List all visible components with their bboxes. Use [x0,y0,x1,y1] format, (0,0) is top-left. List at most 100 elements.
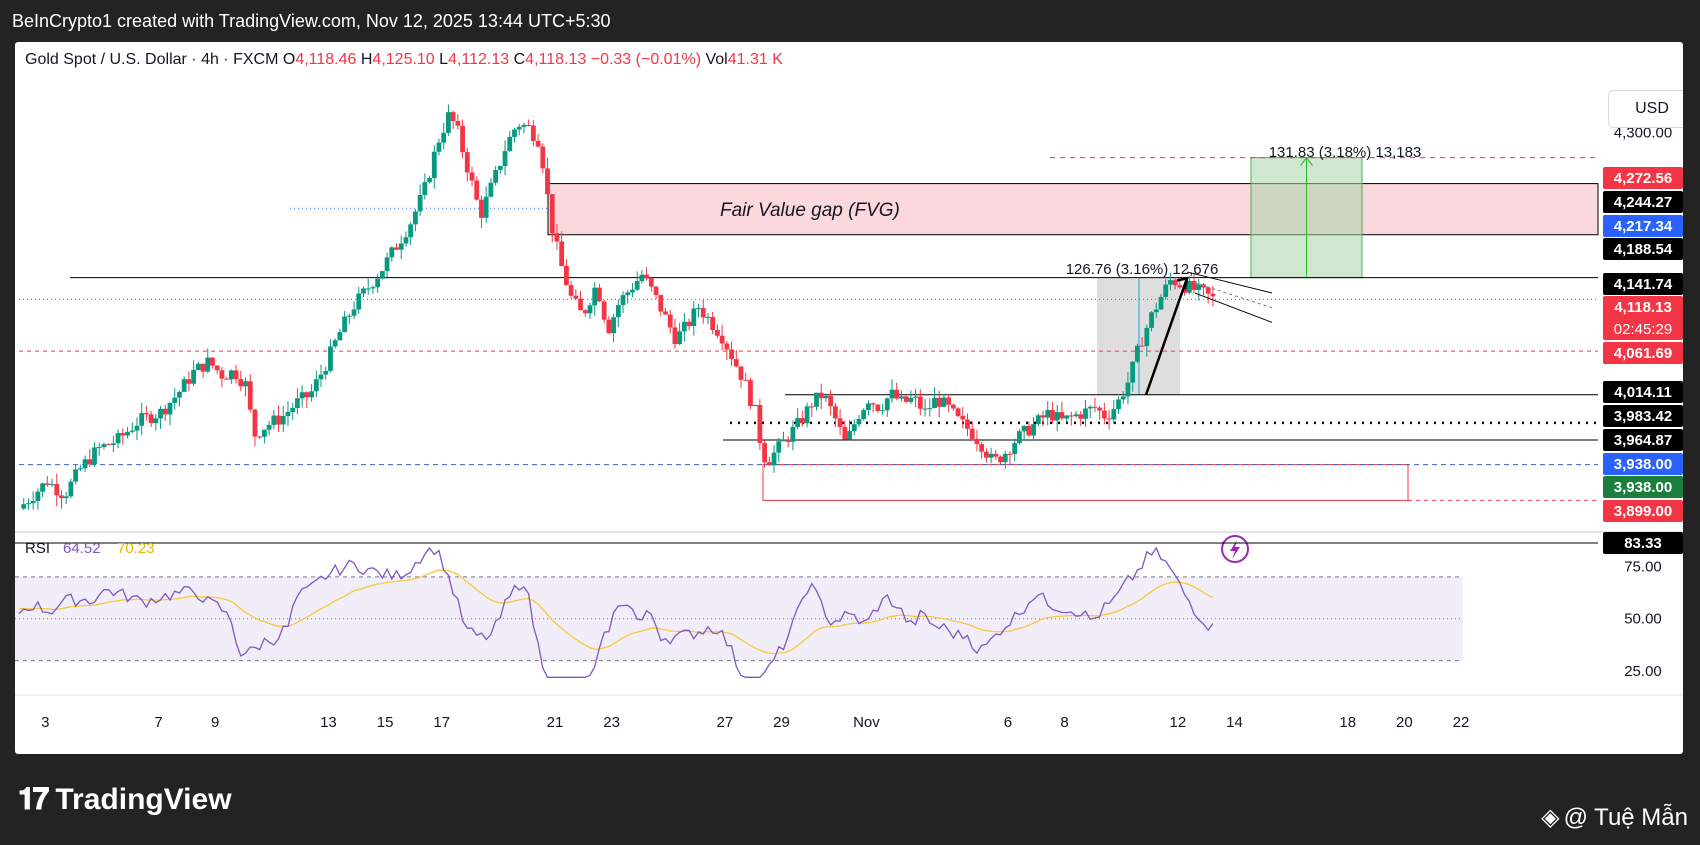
candle-body [965,419,970,429]
candle [431,145,437,189]
candle-body [474,180,480,200]
candle-body [49,484,55,486]
candle-body [285,412,291,416]
candle-body [1168,280,1173,285]
candle [346,313,352,324]
candle-body [276,415,281,425]
candle-body [422,182,428,195]
candle [1083,399,1088,427]
candle-body [295,398,300,409]
candle [200,363,206,378]
candle-body [1078,414,1084,419]
candle-body [483,196,489,218]
candle-body [507,136,513,152]
candle-body [592,287,598,306]
candle-body [96,447,102,449]
candle-body [597,287,602,302]
candle-body [488,182,494,197]
tradingview-logo[interactable]: 𝟏𝟕 TradingView [18,783,232,817]
candle-body [1068,415,1074,417]
candle-body [903,396,909,402]
candle-body [969,428,975,439]
fvg-label: Fair Value gap (FVG) [720,200,900,221]
candle [507,130,513,152]
rally-trend-line [1144,277,1189,396]
x-tick-label: 8 [1060,714,1068,731]
candle-body [346,315,352,317]
candle [375,274,381,293]
candle [1120,391,1126,404]
candle-body [493,169,499,183]
candle-body [1158,297,1164,310]
legend-high: 4,125.10 [372,51,439,68]
candle [1158,293,1164,311]
chart-panel[interactable]: Fair Value gap (FVG) 131.83 (3.18%) 13,1… [15,42,1683,754]
candle-body [1205,287,1211,294]
candle-body [1177,285,1183,288]
candle-body [1045,409,1051,418]
candle [299,385,305,408]
candle-body [195,363,201,370]
candle [96,442,102,456]
candle [186,371,192,392]
candle [847,420,852,441]
target-arrowhead [1300,156,1313,166]
candle-body [63,496,69,499]
candle [936,390,942,418]
candle [63,491,69,505]
candle-body [573,295,579,299]
candle [705,313,711,325]
candle [474,176,480,201]
price-label-text: 4,244.27 [1614,194,1672,211]
rsi-legend-label: RSI [25,540,50,557]
diamond-icon: ◈ [1541,804,1560,831]
candle-body [913,396,919,398]
candle [592,281,598,316]
candle-body [469,172,475,181]
candle [837,409,843,436]
candle-body [87,459,93,465]
candle [630,282,635,298]
candle-body [1050,409,1055,421]
candle-body [634,280,640,290]
candle [653,285,659,300]
price-label-bg [1603,476,1683,498]
chart-svg[interactable]: Fair Value gap (FVG) 131.83 (3.18%) 13,1… [15,42,1683,754]
candle [771,444,777,473]
price-label-text: 3,964.87 [1614,432,1672,449]
candle-body [313,379,319,392]
candle-body [639,274,645,281]
candle [1163,279,1169,300]
price-label: 4,244.27 [1603,191,1683,213]
y-tick-4300: 4,300.00 [1614,124,1672,141]
candle-body [615,305,621,318]
candle-body [946,397,952,405]
candle [776,437,782,463]
candle-body [1163,284,1169,298]
price-label-text: 4,272.56 [1614,170,1672,187]
currency-button[interactable]: USD [1608,90,1683,128]
legend-symbol: Gold Spot / U.S. Dollar · 4h · FXCM [25,51,283,68]
price-label-text: 4,188.54 [1614,241,1673,258]
fvg-zone [547,183,1599,236]
candle [983,448,989,463]
candle [1068,411,1074,426]
candle [469,166,475,187]
candle [233,365,239,384]
rsi-level-label-bg [1603,532,1683,554]
candle [648,277,654,292]
candle [804,402,810,428]
candle-body [238,379,244,387]
candle-body [408,224,414,238]
candle [115,429,121,449]
candle-body [210,357,215,366]
candle-body [412,211,418,225]
candle [446,104,451,136]
rsi-ma-line [19,569,1214,655]
candle-body [1130,361,1136,383]
candle-body [247,381,253,410]
candle [464,147,470,182]
candle [1064,415,1070,423]
candle [309,384,314,402]
x-tick-label: 27 [716,714,733,731]
